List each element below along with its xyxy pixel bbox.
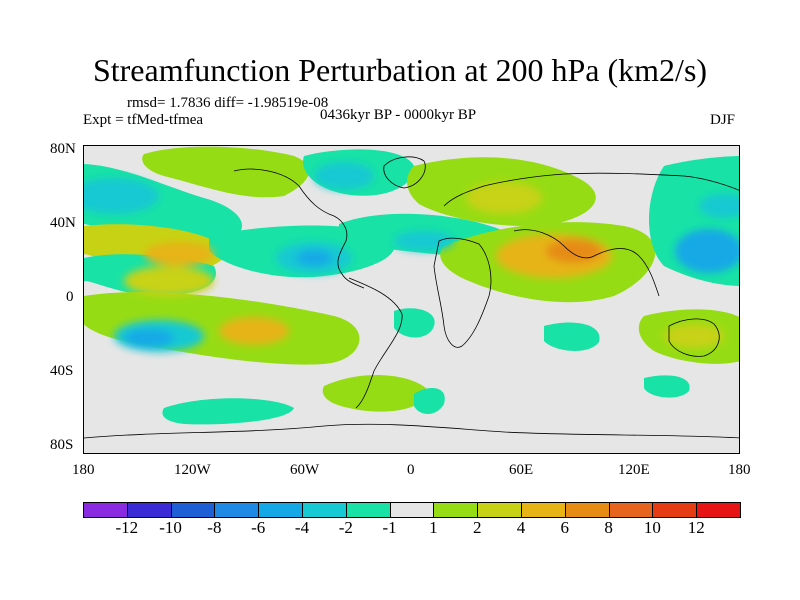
- colorbar-label: 4: [516, 518, 526, 537]
- y-tick-40s: 40S: [50, 363, 74, 379]
- period-label: 0436kyr BP - 0000kyr BP: [320, 107, 477, 123]
- core-pacific-pos: [124, 266, 214, 296]
- coastline-africa: [433, 237, 492, 348]
- y-tick-40n: 40N: [50, 215, 76, 231]
- colorbar-swatch: [608, 502, 654, 518]
- anomaly-cores: [84, 162, 739, 352]
- core-w-pacific-north: [699, 194, 739, 218]
- colorbar-swatch: [652, 502, 698, 518]
- colorbar-label: -1: [382, 518, 397, 537]
- colorbar-label: 12: [687, 518, 705, 537]
- chart-title: Streamfunction Perturbation at 200 hPa (…: [92, 52, 708, 88]
- positive-region-s-atlantic-high-lat: [322, 375, 429, 412]
- coastline-eurasia-north: [443, 172, 739, 207]
- core-w-pacific: [675, 229, 739, 273]
- x-tick-120w: 120W: [174, 462, 211, 478]
- colorbar-label: 10: [643, 518, 661, 537]
- colorbar-label: 8: [604, 518, 613, 537]
- positive-region-alaska: [142, 146, 310, 198]
- colorbar-swatch: [389, 502, 435, 518]
- colorbar-label: 1: [429, 518, 438, 537]
- coastline-greenland: [383, 156, 426, 189]
- coastline-southern-asia: [513, 229, 660, 297]
- season-label: DJF: [710, 112, 736, 128]
- colorbar-label: 2: [472, 518, 482, 537]
- y-tick-0: 0: [66, 289, 74, 305]
- core-asia-inner: [546, 239, 602, 263]
- colorbar-swatch: [433, 502, 479, 518]
- y-tick-80n: 80N: [50, 141, 76, 157]
- colorbar-swatch: [126, 502, 172, 518]
- colorbar-swatch: [83, 502, 128, 518]
- colorbar-swatch: [521, 502, 566, 518]
- colorbar-label: -12: [115, 518, 139, 537]
- x-tick-180e: 180: [728, 462, 751, 478]
- colorbar-swatch: [258, 502, 303, 518]
- y-tick-80s: 80S: [50, 437, 74, 453]
- core-n-pacific: [84, 178, 159, 214]
- core-europe: [466, 182, 542, 214]
- colorbar-label: -4: [294, 518, 310, 537]
- negative-region-s-indian: [644, 375, 690, 398]
- x-tick-180w: 180: [72, 462, 95, 478]
- negative-region-s-atlantic: [394, 308, 435, 338]
- colorbar-label: -6: [251, 518, 266, 537]
- core-greenland: [314, 162, 374, 190]
- colorbar: [83, 502, 741, 518]
- colorbar-swatch: [302, 502, 347, 518]
- colorbar-swatch: [696, 502, 741, 518]
- streamfunction-map: [84, 146, 739, 453]
- x-tick-60w: 60W: [290, 462, 320, 478]
- core-australia: [664, 324, 724, 348]
- core-caribbean-inner: [296, 250, 332, 266]
- x-tick-60e: 60E: [509, 462, 534, 478]
- negative-region-s-pacific-high-lat: [162, 398, 294, 425]
- colorbar-label: -2: [338, 518, 353, 537]
- negative-region-indian-ocean: [544, 322, 600, 351]
- colorbar-swatch: [345, 502, 391, 518]
- colorbar-label: 6: [560, 518, 570, 537]
- colorbar-label: -10: [159, 518, 182, 537]
- coastline-south-america: [348, 277, 403, 409]
- colorbar-swatch: [214, 502, 260, 518]
- x-tick-0: 0: [407, 462, 415, 478]
- experiment-label: Expt = tfMed-tfmea: [83, 112, 204, 128]
- colorbar-swatch: [170, 502, 216, 518]
- colorbar-swatch: [564, 502, 610, 518]
- coastline-antarctica: [84, 423, 739, 439]
- map-plot-area: [83, 145, 740, 454]
- colorbar-label: -8: [207, 518, 222, 537]
- core-n-pacific-pos: [144, 242, 214, 266]
- negative-region-south-atlantic-2: [414, 388, 445, 414]
- coastline-north-america: [233, 168, 365, 289]
- coastlines: [84, 156, 739, 439]
- core-s-pacific-pos: [219, 317, 289, 345]
- x-tick-120e: 120E: [618, 462, 650, 478]
- stats-label: rmsd= 1.7836 diff= -1.98519e-08: [127, 95, 329, 111]
- core-atlantic: [394, 231, 454, 251]
- coastline-australia: [668, 318, 720, 357]
- colorbar-swatch: [477, 502, 522, 518]
- core-s-pacific-inner: [124, 329, 174, 347]
